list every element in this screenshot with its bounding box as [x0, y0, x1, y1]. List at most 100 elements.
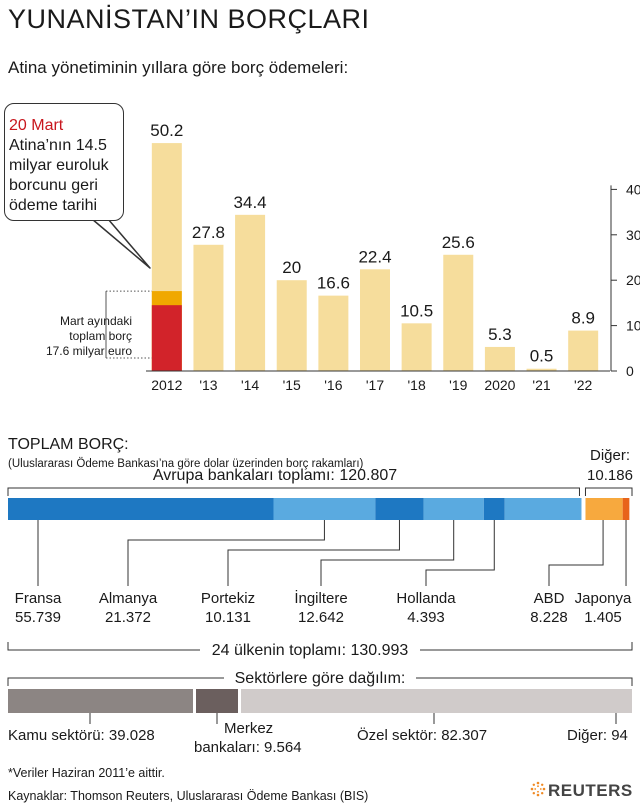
bar — [526, 368, 557, 371]
country-value: 55.739 — [15, 609, 61, 626]
section-heading: TOPLAM BORÇ: — [8, 436, 129, 453]
segment — [273, 498, 376, 520]
sector-chart: Sektörlere göre dağılım: Kamu sektörü: 39… — [7, 670, 633, 756]
callout-line: Atina’nın 14.5 — [9, 137, 107, 154]
segment — [583, 498, 623, 520]
page-title: YUNANİSTAN’IN BORÇLARI — [8, 4, 370, 34]
y-tick-label: 20 — [626, 272, 640, 288]
brand-name: REUTERS — [548, 781, 633, 800]
segment — [375, 498, 424, 520]
reuters-logo-icon — [530, 781, 546, 797]
march-note-line: toplam borç — [69, 329, 132, 343]
sector-value: 82.307 — [441, 727, 487, 744]
footnote: *Veriler Haziran 2011’e aittir. — [8, 766, 165, 780]
tick-label: '21 — [532, 377, 550, 393]
callout-date: 20 Mart — [9, 117, 64, 134]
other-bracket — [584, 487, 633, 496]
callout-line: ödeme tarihi — [9, 197, 98, 214]
segment — [622, 498, 630, 520]
sector-name: Özel sektör: — [357, 726, 441, 744]
tick-label: 2020 — [484, 377, 515, 393]
data-label: 8.9 — [571, 309, 595, 328]
data-label: 20 — [282, 258, 301, 277]
bar — [318, 295, 349, 371]
other-label: Diğer: — [590, 447, 630, 464]
chart-subtitle: Atina yönetiminin yıllara göre borç ödem… — [8, 58, 349, 77]
section-subheading: (Uluslararası Ödeme Bankası’na göre dola… — [8, 458, 364, 470]
march-callout: 20 Mart Atina’nın 14.5 milyar euroluk bo… — [4, 103, 124, 221]
segment — [241, 689, 630, 713]
country-value: 21.372 — [105, 609, 151, 626]
sector-value: 94 — [611, 727, 628, 744]
bar — [401, 323, 432, 371]
country-label: Hollanda — [396, 590, 456, 607]
data-label: 16.6 — [317, 274, 350, 293]
segment — [630, 689, 632, 713]
country-value: 4.393 — [407, 609, 445, 626]
country-label: ABD — [534, 590, 565, 607]
leader-line — [227, 520, 400, 586]
country-label: Japonya — [575, 590, 632, 607]
country-label: Fransa — [15, 590, 62, 607]
tick-label: '17 — [366, 377, 384, 393]
y-tick-label: 10 — [626, 318, 640, 334]
country-label: İngiltere — [294, 589, 347, 607]
sector-bracket — [416, 677, 633, 686]
march-note-line: 17.6 milyar euro — [45, 344, 132, 358]
callout-line: milyar euroluk — [9, 157, 109, 174]
total-debt-chart: Avrupa bankaları toplamı: 120.807 Diğer: 1… — [7, 447, 633, 659]
sources: Kaynaklar: Thomson Reuters, Uluslararası… — [8, 789, 369, 803]
data-label: 5.3 — [488, 325, 512, 344]
segment — [196, 689, 238, 713]
sector-label: bankaları: 9.564 — [194, 739, 302, 756]
leader-line — [127, 520, 325, 586]
tick-label: '22 — [574, 377, 592, 393]
y-tick-label: 30 — [626, 227, 640, 243]
segment — [423, 498, 484, 520]
bar — [193, 244, 224, 371]
bar — [235, 214, 266, 371]
sector-name: Diğer: — [567, 727, 611, 744]
data-label: 10.5 — [400, 301, 433, 320]
tick-label: 2012 — [151, 377, 182, 393]
data-label: 0.5 — [530, 347, 554, 366]
tick-label: '18 — [408, 377, 426, 393]
march-total-note: Mart ayındaki toplam borç 17.6 milyar eu… — [46, 314, 132, 359]
march-note-line: Mart ayındaki — [59, 314, 132, 328]
segment — [483, 498, 505, 520]
leader-line — [425, 520, 495, 586]
group-gap — [581, 496, 586, 522]
annual-payments-chart: 50.2 2012 27.8 '13 34.4 '14 20 '15 16.6 '16 22.4 '1… — [91, 121, 640, 393]
leader-line — [320, 520, 455, 586]
data-label: 50.2 — [150, 121, 183, 140]
sector-bracket — [7, 677, 224, 686]
bar — [484, 346, 515, 371]
y-tick-label: 40 — [626, 181, 640, 197]
total-bracket — [7, 642, 200, 651]
tick-label: '19 — [449, 377, 467, 393]
y-tick-label: 0 — [626, 363, 634, 379]
country-value: 8.228 — [530, 609, 568, 626]
leader-line — [548, 520, 604, 586]
tick-label: '15 — [283, 377, 301, 393]
other-value: 10.186 — [587, 467, 633, 484]
bar-march-20 — [151, 305, 182, 371]
segment — [8, 498, 274, 520]
total-bracket — [420, 642, 633, 651]
segment — [8, 689, 193, 713]
callout-pointer — [91, 218, 151, 269]
country-label: Portekiz — [201, 590, 255, 607]
tick-label: '14 — [241, 377, 259, 393]
tick-label: '13 — [199, 377, 217, 393]
data-label: 25.6 — [442, 233, 475, 252]
sector-label: Merkez — [224, 720, 273, 737]
country-value: 12.642 — [298, 609, 344, 626]
bar — [276, 280, 307, 371]
country-value: 1.405 — [584, 609, 622, 626]
total-label: 24 ülkenin toplamı: 130.993 — [212, 642, 409, 659]
sector-value: 39.028 — [109, 727, 155, 744]
sector-title: Sektörlere göre dağılım: — [235, 670, 406, 687]
sector-label: Kamu sektörü: 39.028 — [8, 727, 155, 744]
callout-line: borcunu geri — [9, 177, 98, 194]
